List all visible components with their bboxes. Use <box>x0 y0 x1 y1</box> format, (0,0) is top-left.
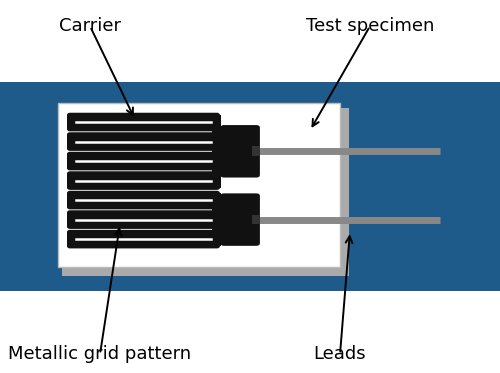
FancyBboxPatch shape <box>67 230 220 248</box>
FancyBboxPatch shape <box>220 125 260 178</box>
Text: Metallic grid pattern: Metallic grid pattern <box>8 345 192 363</box>
FancyBboxPatch shape <box>67 171 220 190</box>
FancyBboxPatch shape <box>67 210 220 229</box>
FancyBboxPatch shape <box>67 191 220 209</box>
Text: Carrier: Carrier <box>59 17 121 35</box>
Text: Leads: Leads <box>314 345 366 363</box>
Bar <box>222 148 226 155</box>
Bar <box>252 215 260 225</box>
Bar <box>58 103 340 267</box>
FancyBboxPatch shape <box>67 152 220 170</box>
Bar <box>212 115 222 188</box>
Bar <box>0 82 500 291</box>
Bar <box>222 216 226 223</box>
FancyBboxPatch shape <box>220 193 260 246</box>
Bar <box>212 193 222 246</box>
FancyBboxPatch shape <box>67 132 220 151</box>
FancyBboxPatch shape <box>67 113 220 131</box>
Bar <box>252 147 260 156</box>
Bar <box>62 108 349 276</box>
Text: Test specimen: Test specimen <box>306 17 434 35</box>
